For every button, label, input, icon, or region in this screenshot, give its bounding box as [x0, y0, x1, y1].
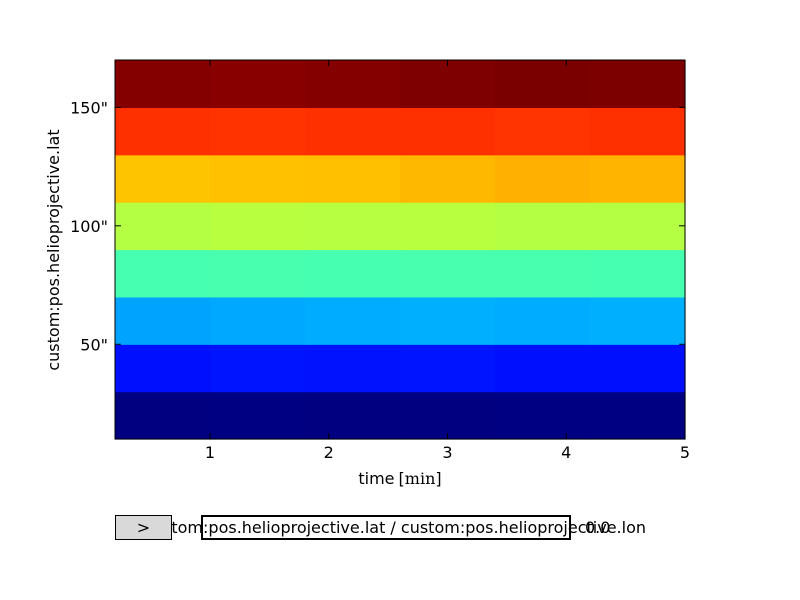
x-axis-label-text: time	[358, 469, 394, 488]
heatmap-cell	[400, 344, 496, 393]
heatmap-cell	[115, 344, 211, 393]
heatmap-cell	[305, 296, 401, 345]
heatmap-cell	[495, 202, 591, 251]
heatmap-cell	[305, 107, 401, 156]
heatmap-cell	[400, 391, 496, 440]
x-tick-label: 5	[680, 443, 690, 462]
heatmap-cell	[590, 107, 686, 156]
heatmap-cell	[305, 344, 401, 393]
heatmap-cell	[115, 154, 211, 203]
heatmap-cell	[210, 296, 306, 345]
heatmap-cell	[590, 202, 686, 251]
heatmap-cell	[400, 107, 496, 156]
heatmap-cell	[305, 60, 401, 108]
heatmap-cell	[115, 107, 211, 156]
x-axis-label: time [min]	[358, 469, 441, 488]
heatmap-cell	[590, 296, 686, 345]
y-tick-label: 100"	[70, 217, 108, 236]
heatmap-cell	[590, 249, 686, 298]
heatmap-cell	[115, 296, 211, 345]
heatmap-cell	[210, 107, 306, 156]
heatmap-cell	[495, 391, 591, 440]
heatmap-cell	[590, 391, 686, 440]
axis-ticks: 1 2 3 4 5 50" 100" 150"	[70, 60, 690, 462]
x-tick-label: 2	[324, 443, 334, 462]
heatmap-cell	[210, 154, 306, 203]
slider-track[interactable]	[201, 515, 571, 540]
play-button[interactable]: >	[115, 515, 172, 540]
y-axis-label: custom:pos.helioprojective.lat	[44, 129, 63, 370]
x-tick-label: 1	[205, 443, 215, 462]
heatmap-cell	[305, 154, 401, 203]
heatmap-cell	[400, 154, 496, 203]
heatmap-cell	[590, 60, 686, 108]
x-tick-label: 4	[561, 443, 571, 462]
heatmap-cell	[495, 296, 591, 345]
heatmap-cell	[210, 249, 306, 298]
heatmap-cell	[400, 202, 496, 251]
heatmap-cell	[305, 249, 401, 298]
y-tick-label: 150"	[70, 98, 108, 117]
heatmap-cell	[495, 60, 591, 108]
heatmap-cell	[210, 202, 306, 251]
x-tick-label: 3	[442, 443, 452, 462]
heatmap-cell	[115, 391, 211, 440]
x-axis-unit: min	[405, 469, 436, 488]
axes-frame	[114, 59, 686, 440]
heatmap-cell	[495, 154, 591, 203]
heatmap-cell	[400, 249, 496, 298]
heatmap-cells	[115, 60, 686, 440]
heatmap-cell	[115, 202, 211, 251]
heatmap-cell	[495, 344, 591, 393]
heatmap-cell	[305, 202, 401, 251]
heatmap-cell	[590, 154, 686, 203]
heatmap-cell	[210, 344, 306, 393]
heatmap-cell	[115, 249, 211, 298]
heatmap-cell	[115, 60, 211, 108]
heatmap-cell	[400, 60, 496, 108]
heatmap-cell	[590, 344, 686, 393]
heatmap-cell	[495, 249, 591, 298]
y-tick-label: 50"	[80, 335, 108, 354]
heatmap-cell	[400, 296, 496, 345]
heatmap-cell	[210, 391, 306, 440]
heatmap-cell	[305, 391, 401, 440]
heatmap-cell	[210, 60, 306, 108]
heatmap-cell	[495, 107, 591, 156]
